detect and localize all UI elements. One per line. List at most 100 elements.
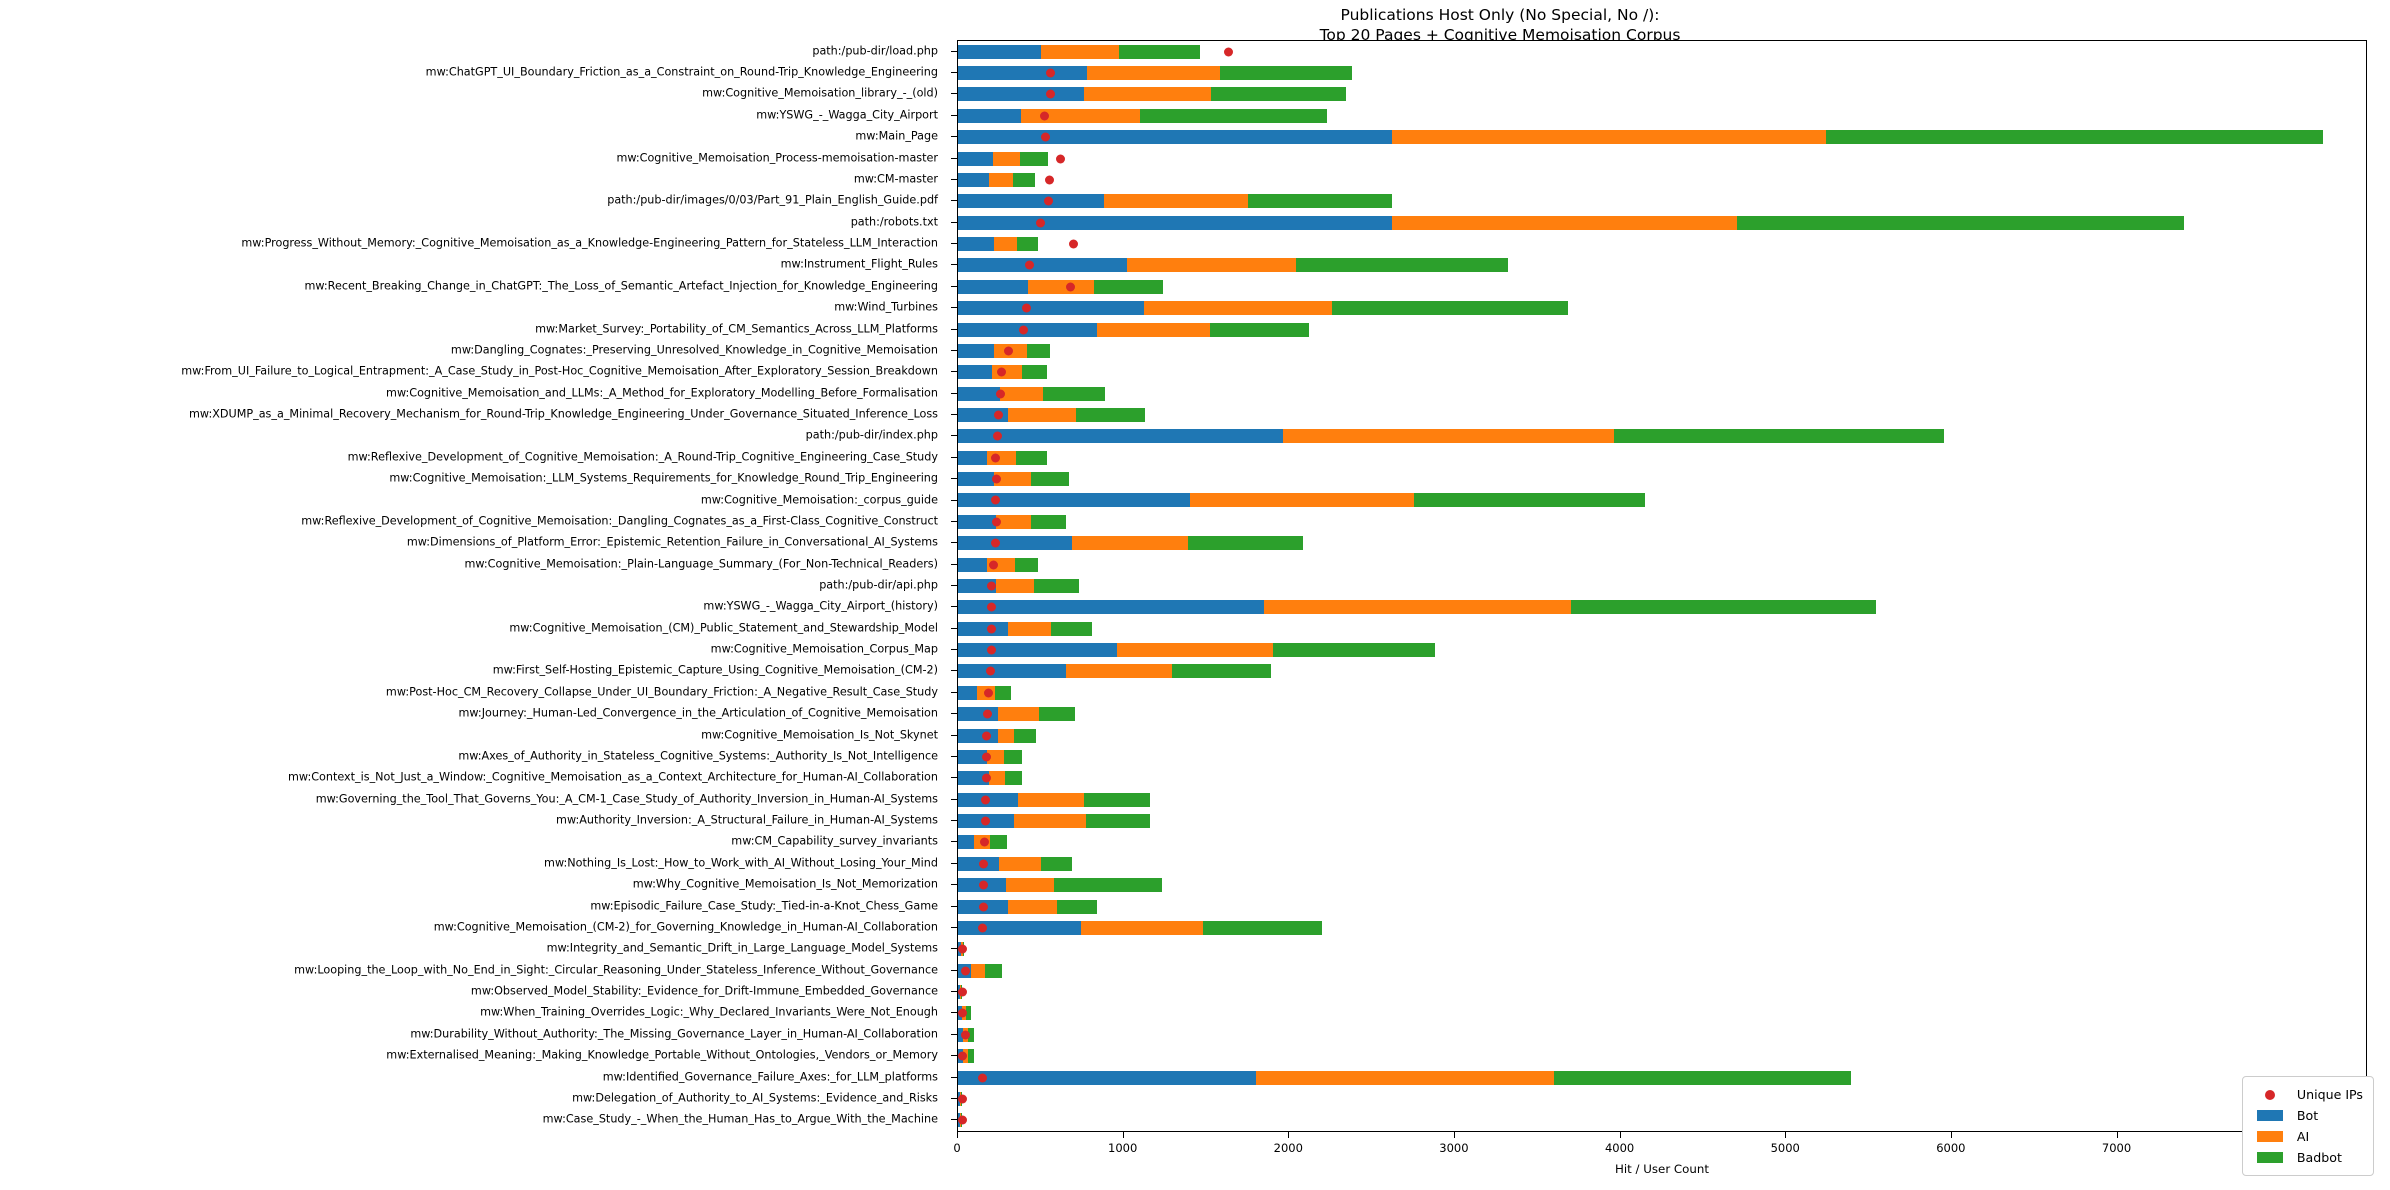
unique-ips-marker[interactable] — [981, 752, 991, 762]
stacked-bar[interactable] — [958, 450, 2366, 465]
unique-ips-marker[interactable] — [958, 944, 968, 954]
bar-segment-ai[interactable] — [1027, 279, 1094, 294]
stacked-bar[interactable] — [958, 664, 2366, 679]
bar-segment-ai[interactable] — [1126, 258, 1296, 273]
unique-ips-marker[interactable] — [1046, 68, 1056, 78]
bar-segment-bot[interactable] — [958, 835, 974, 850]
stacked-bar[interactable] — [958, 365, 2366, 380]
stacked-bar[interactable] — [958, 1027, 2366, 1042]
stacked-bar[interactable] — [958, 707, 2366, 722]
unique-ips-marker[interactable] — [1039, 111, 1049, 121]
stacked-bar[interactable] — [958, 237, 2366, 252]
stacked-bar[interactable] — [958, 536, 2366, 551]
unique-ips-marker[interactable] — [983, 709, 993, 719]
stacked-bar[interactable] — [958, 985, 2366, 1000]
unique-ips-marker[interactable] — [979, 859, 989, 869]
bar-segment-bot[interactable] — [958, 1027, 963, 1042]
bar-segment-ai[interactable] — [993, 472, 1031, 487]
bar-segment-badbot[interactable] — [1085, 814, 1151, 829]
bar-segment-bot[interactable] — [958, 493, 1190, 508]
unique-ips-marker[interactable] — [986, 624, 996, 634]
bar-segment-bot[interactable] — [958, 621, 1008, 636]
bar-segment-bot[interactable] — [958, 536, 1073, 551]
stacked-bar[interactable] — [958, 301, 2366, 316]
unique-ips-marker[interactable] — [957, 1008, 967, 1018]
stacked-bar[interactable] — [958, 792, 2366, 807]
bar-segment-ai[interactable] — [1020, 108, 1141, 123]
unique-ips-marker[interactable] — [1066, 282, 1076, 292]
bar-segment-badbot[interactable] — [1093, 279, 1164, 294]
unique-ips-marker[interactable] — [1056, 154, 1066, 164]
bar-segment-bot[interactable] — [958, 172, 989, 187]
bar-segment-ai[interactable] — [1017, 792, 1084, 807]
stacked-bar[interactable] — [958, 1091, 2366, 1106]
bar-segment-badbot[interactable] — [1003, 749, 1022, 764]
bar-segment-badbot[interactable] — [1005, 771, 1022, 786]
bar-segment-bot[interactable] — [958, 194, 1104, 209]
unique-ips-marker[interactable] — [980, 837, 989, 847]
stacked-bar[interactable] — [958, 1113, 2366, 1128]
unique-ips-marker[interactable] — [997, 367, 1007, 377]
stacked-bar[interactable] — [958, 771, 2366, 786]
stacked-bar[interactable] — [958, 472, 2366, 487]
legend-item[interactable]: AI — [2252, 1126, 2363, 1147]
unique-ips-marker[interactable] — [961, 1030, 971, 1040]
bar-segment-ai[interactable] — [1006, 878, 1055, 893]
stacked-bar[interactable] — [958, 493, 2366, 508]
bar-segment-badbot[interactable] — [1188, 536, 1303, 551]
bar-segment-badbot[interactable] — [1171, 664, 1272, 679]
unique-ips-marker[interactable] — [980, 795, 990, 805]
bar-segment-badbot[interactable] — [1040, 856, 1073, 871]
bar-segment-bot[interactable] — [958, 108, 1021, 123]
bar-segment-bot[interactable] — [958, 215, 1392, 230]
bar-segment-ai[interactable] — [1007, 899, 1058, 914]
stacked-bar[interactable] — [958, 685, 2366, 700]
bar-segment-bot[interactable] — [958, 1070, 1257, 1085]
bar-segment-badbot[interactable] — [1825, 130, 2323, 145]
unique-ips-marker[interactable] — [1024, 260, 1034, 270]
bar-segment-ai[interactable] — [1143, 301, 1333, 316]
bar-segment-badbot[interactable] — [1050, 621, 1093, 636]
unique-ips-marker[interactable] — [991, 517, 1001, 527]
stacked-bar[interactable] — [958, 258, 2366, 273]
bar-segment-badbot[interactable] — [1554, 1070, 1851, 1085]
bar-segment-bot[interactable] — [958, 578, 997, 593]
stacked-bar[interactable] — [958, 408, 2366, 422]
chart-legend[interactable]: Unique IPs Bot AI Badbot — [2241, 1076, 2374, 1176]
unique-ips-marker[interactable] — [1045, 175, 1055, 185]
bar-segment-ai[interactable] — [1007, 621, 1051, 636]
unique-ips-marker[interactable] — [1022, 303, 1032, 313]
stacked-bar[interactable] — [958, 856, 2366, 871]
legend-item[interactable]: Badbot — [2252, 1147, 2363, 1168]
bar-segment-badbot[interactable] — [1020, 151, 1049, 166]
bar-segment-bot[interactable] — [958, 87, 1084, 102]
bar-segment-badbot[interactable] — [1118, 44, 1200, 59]
bar-segment-badbot[interactable] — [1211, 87, 1346, 102]
unique-ips-marker[interactable] — [984, 688, 994, 698]
bar-segment-ai[interactable] — [1256, 1070, 1555, 1085]
stacked-bar[interactable] — [958, 343, 2366, 358]
bar-segment-badbot[interactable] — [1272, 643, 1436, 658]
bar-segment-ai[interactable] — [1087, 66, 1220, 81]
bar-segment-ai[interactable] — [1264, 600, 1571, 615]
bar-segment-bot[interactable] — [958, 728, 998, 743]
unique-ips-marker[interactable] — [980, 816, 990, 826]
unique-ips-marker[interactable] — [1069, 239, 1079, 249]
bar-segment-bot[interactable] — [958, 664, 1066, 679]
bar-segment-ai[interactable] — [997, 707, 1040, 722]
bar-segment-badbot[interactable] — [1736, 215, 2184, 230]
unique-ips-marker[interactable] — [986, 645, 996, 655]
stacked-bar[interactable] — [958, 899, 2366, 914]
bar-segment-bot[interactable] — [958, 856, 1000, 871]
bar-segment-ai[interactable] — [1007, 408, 1076, 422]
unique-ips-marker[interactable] — [994, 410, 1004, 420]
bar-segment-badbot[interactable] — [1613, 429, 1944, 444]
bar-segment-badbot[interactable] — [1057, 899, 1098, 914]
bar-segment-ai[interactable] — [1040, 44, 1119, 59]
bar-segment-ai[interactable] — [1083, 87, 1212, 102]
bar-segment-bot[interactable] — [958, 685, 978, 700]
bar-segment-badbot[interactable] — [990, 835, 1007, 850]
bar-segment-bot[interactable] — [958, 343, 995, 358]
bar-segment-bot[interactable] — [958, 920, 1081, 935]
bar-segment-ai[interactable] — [996, 578, 1035, 593]
